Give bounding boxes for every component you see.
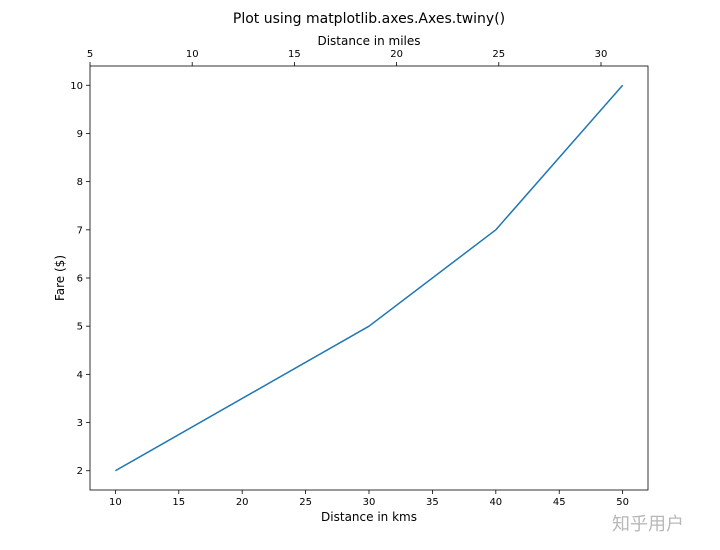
x-axis-label: Distance in kms (321, 510, 417, 524)
top-x-axis-label: Distance in miles (317, 34, 420, 48)
y-tick-label: 9 (77, 129, 83, 140)
y-tick-label: 6 (77, 274, 83, 285)
x-tick-label: 15 (172, 497, 185, 508)
x-tick-label: 40 (489, 497, 502, 508)
top-x-tick-label: 10 (186, 49, 199, 60)
x-tick-label: 10 (109, 497, 122, 508)
y-axis-ticks: 2 3 4 5 6 7 8 9 10 (70, 81, 90, 477)
plot-frame (89, 65, 649, 491)
top-x-tick-label: 30 (595, 49, 608, 60)
series-group (114, 84, 624, 472)
y-tick-label: 3 (77, 418, 83, 429)
x-tick-label: 45 (553, 497, 566, 508)
top-x-tick-label: 25 (492, 49, 505, 60)
top-x-tick-label: 5 (87, 49, 93, 60)
top-x-tick-label: 20 (390, 49, 403, 60)
x-tick-label: 50 (616, 497, 629, 508)
series-line (114, 84, 624, 472)
y-tick-label: 10 (70, 81, 83, 92)
y-tick-label: 8 (77, 177, 83, 188)
x-tick-label: 35 (426, 497, 439, 508)
y-tick-label: 4 (77, 370, 83, 381)
y-tick-label: 7 (77, 225, 83, 236)
x-tick-label: 25 (299, 497, 312, 508)
x-axis-ticks: 10 15 20 25 30 35 40 45 50 (109, 490, 629, 508)
watermark: 知乎用户 (612, 514, 684, 535)
chart-title: Plot using matplotlib.axes.Axes.twiny() (233, 11, 505, 27)
y-tick-label: 5 (77, 322, 83, 333)
y-tick-label: 2 (77, 466, 83, 477)
x-tick-label: 20 (236, 497, 249, 508)
y-axis-label: Fare ($) (53, 255, 67, 301)
top-x-axis-ticks: 5 10 15 20 25 30 (87, 49, 608, 66)
x-tick-label: 30 (363, 497, 376, 508)
top-x-tick-label: 15 (288, 49, 301, 60)
